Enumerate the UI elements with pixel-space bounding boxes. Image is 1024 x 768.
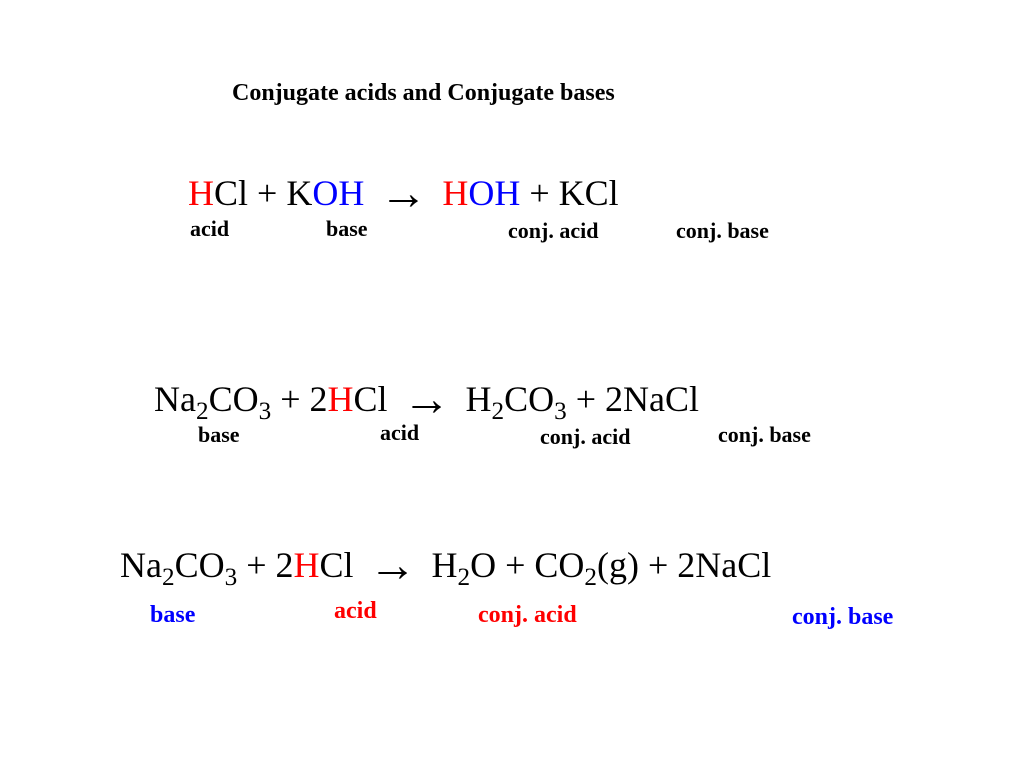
role-label-2-2: acid (380, 420, 419, 446)
chem-text: OH (468, 173, 520, 213)
chem-text: (g) + 2NaCl (597, 545, 771, 585)
chem-text: H (188, 173, 214, 213)
role-label-1-1: acid (190, 216, 229, 242)
role-label-2-3: conj. acid (540, 424, 630, 450)
chem-text: H (328, 379, 354, 419)
role-label-3-1: base (150, 602, 195, 629)
chem-text: CO (175, 545, 225, 585)
role-label-2-4: conj. base (718, 422, 811, 448)
chem-text: H (457, 379, 492, 419)
role-label-3-3: conj. acid (478, 602, 577, 629)
chem-text: Na (120, 545, 162, 585)
chem-text: CO (504, 379, 554, 419)
chem-text: Na (154, 379, 196, 419)
role-label-2-1: base (198, 422, 240, 448)
chem-text: + 2 (237, 545, 293, 585)
chem-text: Cl (354, 379, 397, 419)
chem-text: + 2NaCl (567, 379, 699, 419)
chem-text: O + CO (470, 545, 584, 585)
chem-text (364, 173, 373, 213)
chem-text: H (423, 545, 458, 585)
chem-text: + 2 (271, 379, 327, 419)
equation-3: Na2CO3 + 2HCl → H2O + CO2(g) + 2NaCl (120, 542, 771, 590)
role-label-3-2: acid (334, 598, 377, 625)
role-label-1-3: conj. acid (508, 218, 598, 244)
reaction-arrow-icon: → (363, 539, 423, 592)
equation-1: HCl + KOH → HOH + KCl (188, 170, 619, 218)
role-label-1-2: base (326, 216, 368, 242)
chem-text: Cl + (214, 173, 286, 213)
role-label-1-4: conj. base (676, 218, 769, 244)
reaction-arrow-icon: → (397, 373, 457, 426)
chem-text: H (442, 173, 468, 213)
chem-text: + KCl (520, 173, 618, 213)
chem-text: Cl (320, 545, 363, 585)
reaction-arrow-icon: → (373, 167, 433, 220)
chem-text: OH (312, 173, 364, 213)
equation-2: Na2CO3 + 2HCl → H2CO3 + 2NaCl (154, 376, 699, 424)
chem-text: K (286, 173, 312, 213)
slide-title: Conjugate acids and Conjugate bases (232, 80, 615, 107)
role-label-3-4: conj. base (792, 604, 893, 631)
chem-text: H (294, 545, 320, 585)
chem-text: CO (209, 379, 259, 419)
chem-text (433, 173, 442, 213)
